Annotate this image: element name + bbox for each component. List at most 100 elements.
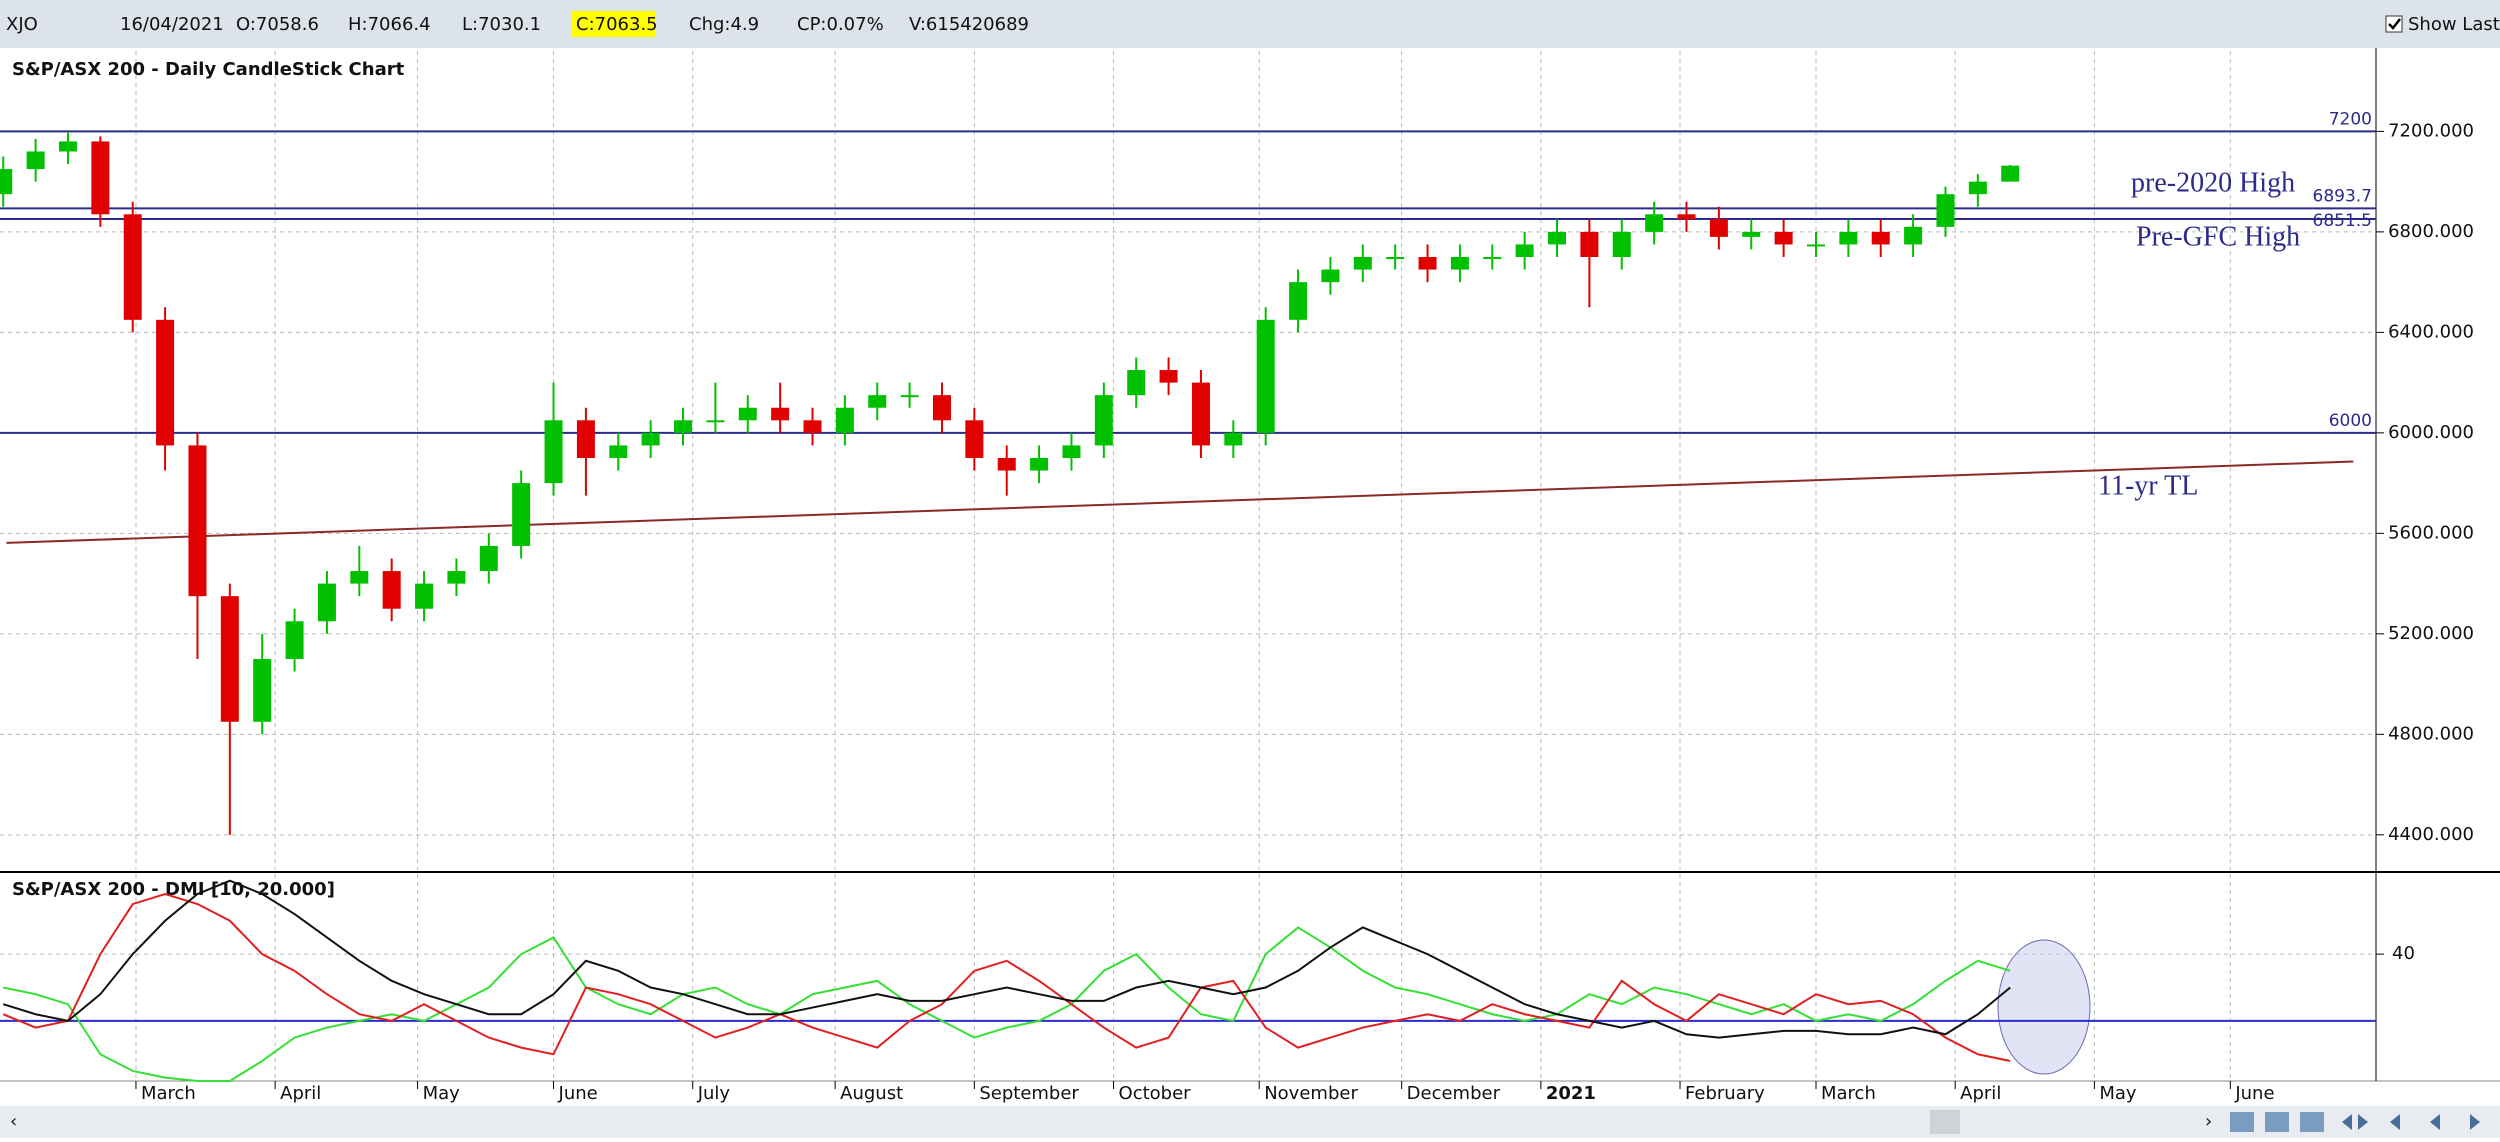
candle-body (738, 407, 757, 421)
x-tick-label: February (1685, 1083, 1765, 1104)
candle-body (285, 621, 304, 659)
candle-body (253, 658, 272, 722)
y-tick-label: 40 (2392, 943, 2415, 964)
low: L:7030.1 (462, 14, 541, 35)
open: O:7058.6 (236, 14, 319, 35)
candle-body (1289, 282, 1308, 320)
candle-body (188, 445, 207, 597)
annotation: Pre-GFC High (2136, 221, 2300, 252)
candle-body (2001, 165, 2020, 182)
candle-body (479, 545, 498, 572)
y-tick-label: 5600.000 (2388, 522, 2474, 543)
toolbar-icon[interactable] (2265, 1112, 2289, 1132)
close-highlight (572, 11, 656, 37)
x-tick-label: November (1264, 1083, 1358, 1104)
candle-body (512, 483, 531, 546)
close: C:7063.5 (576, 14, 658, 35)
candle-body (576, 420, 595, 458)
candle-body (1062, 445, 1081, 458)
candle-body (1515, 244, 1534, 258)
trendline-label: 11-yr TL (2098, 470, 2198, 501)
toolbar-icon[interactable] (2300, 1112, 2324, 1132)
candle-body (1612, 231, 1631, 258)
candle-body (1386, 257, 1405, 260)
show-last-checkbox[interactable] (2385, 15, 2403, 33)
candle-body (415, 583, 434, 609)
candle-body (1353, 257, 1372, 270)
candle-body (965, 420, 984, 458)
highlight-ellipse (1997, 939, 2091, 1075)
candle-body (1191, 382, 1210, 446)
x-tick-label: September (979, 1083, 1079, 1104)
y-tick-label: 5200.000 (2388, 623, 2474, 644)
show-last-label[interactable]: Show Last (2408, 14, 2500, 35)
change-pct: CP:0.07% (797, 14, 884, 35)
candle-body (1806, 244, 1825, 247)
x-tick-label: December (1407, 1083, 1501, 1104)
dmi-line (2, 879, 2011, 1039)
candle-body (1774, 231, 1793, 245)
y-tick-label: 4800.000 (2388, 723, 2474, 744)
dmi-line (3, 926, 2011, 1082)
x-tick-label: 2021 (1546, 1083, 1596, 1104)
level-label: 6000 (2329, 411, 2372, 431)
candle-body (1256, 319, 1275, 433)
candle-body (835, 407, 854, 433)
candle-body (1677, 214, 1696, 220)
candle-body (1871, 231, 1890, 245)
high: H:7066.4 (348, 14, 431, 35)
dmi-line (2, 892, 2011, 1062)
candle-body (1418, 257, 1437, 270)
candle-body (771, 407, 790, 421)
x-tick-label: June (2234, 1083, 2274, 1104)
candle-body (123, 214, 142, 320)
candle-body (350, 571, 369, 584)
candle-body (1709, 219, 1728, 237)
volume: V:615420689 (909, 14, 1029, 35)
toolbar-icon[interactable] (2230, 1112, 2254, 1132)
scroll-thumb[interactable] (1930, 1110, 1960, 1134)
candle-body (156, 319, 175, 446)
candle-body (641, 432, 660, 446)
candle-body (868, 395, 887, 408)
candle-body (58, 141, 77, 152)
candle-body (1548, 231, 1567, 245)
level-label: 6893.7 (2313, 186, 2372, 206)
scroll-left[interactable]: ‹ (10, 1111, 17, 1132)
candle-body (803, 420, 822, 433)
candle-body (447, 571, 466, 584)
candle-body (317, 583, 336, 622)
y-tick-label: 4400.000 (2388, 824, 2474, 845)
scroll-right[interactable]: › (2205, 1111, 2212, 1132)
candle-body (382, 571, 401, 609)
candle-body (900, 395, 919, 398)
x-tick-label: August (840, 1083, 903, 1104)
candle-body (1483, 257, 1502, 260)
dmi-title: S&P/ASX 200 - DMI [10, 20.000] (12, 879, 335, 900)
candle-body (220, 596, 239, 722)
trendline (6, 460, 2354, 544)
level-label: 7200 (2329, 109, 2372, 129)
y-tick-label: 6000.000 (2388, 422, 2474, 443)
scrollbar[interactable] (0, 1106, 2500, 1138)
candle-body (1159, 370, 1178, 383)
candle-body (932, 395, 951, 421)
candle-body (1321, 269, 1340, 283)
x-tick-label: July (697, 1083, 731, 1104)
y-tick-label: 6800.000 (2388, 221, 2474, 242)
candle-body (1094, 395, 1113, 446)
candle-body (1839, 231, 1858, 245)
candle-body (609, 445, 628, 458)
y-tick-label: 6400.000 (2388, 321, 2474, 342)
symbol: XJO (6, 14, 38, 35)
candle-body (1450, 257, 1469, 270)
header-bar (0, 0, 2500, 48)
x-tick-label: May (2099, 1083, 2137, 1104)
candle-body (1742, 231, 1761, 237)
y-tick-label: 7200.000 (2388, 120, 2474, 141)
x-tick-label: March (1821, 1083, 1876, 1104)
candle-body (706, 420, 725, 423)
x-tick-label: April (280, 1083, 321, 1104)
candle-body (997, 457, 1016, 471)
